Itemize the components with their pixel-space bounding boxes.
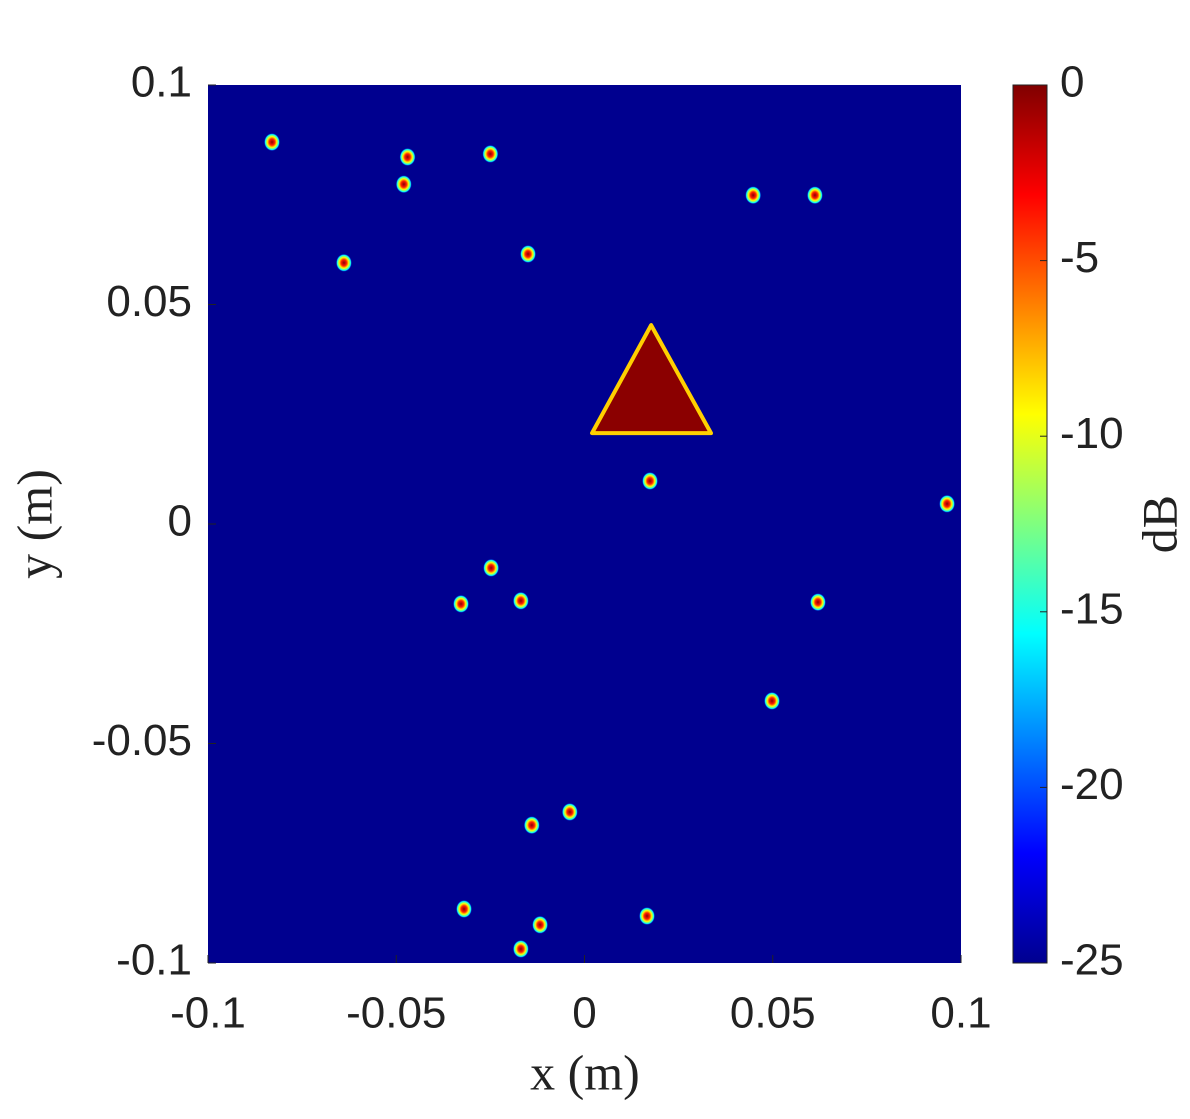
y-tick-label: -0.1	[116, 936, 192, 985]
colorbar-tick-label: -20	[1060, 760, 1124, 809]
plot-background	[208, 85, 961, 963]
colorbar-tick-label: -10	[1060, 409, 1124, 458]
point	[483, 558, 500, 577]
colorbar	[1012, 84, 1048, 964]
x-tick-label: 0	[572, 989, 596, 1038]
x-tick-label: -0.05	[346, 989, 446, 1038]
point	[532, 915, 549, 934]
point	[642, 471, 659, 490]
point	[395, 175, 412, 194]
point	[806, 186, 823, 205]
point	[512, 591, 529, 610]
region	[590, 323, 714, 436]
colorbar-tick-label: -5	[1060, 233, 1099, 282]
y-tick-label: -0.05	[92, 716, 192, 765]
point	[264, 133, 281, 152]
y-axis-label: y (m)	[6, 469, 62, 579]
point	[335, 253, 352, 272]
point	[745, 186, 762, 205]
point	[399, 147, 416, 166]
point	[482, 144, 499, 163]
colorbar-tick-label: 0	[1060, 58, 1084, 107]
point	[939, 494, 956, 513]
x-axis-label: x (m)	[530, 1044, 640, 1100]
colorbar-tick-label: -15	[1060, 584, 1124, 633]
y-tick-label: 0	[168, 497, 192, 546]
colorbar-tick-label: -25	[1060, 936, 1124, 985]
x-tick-label: 0.05	[730, 989, 816, 1038]
y-tick-label: 0.1	[131, 58, 192, 107]
point	[763, 691, 780, 710]
colorbar-label: dB	[1131, 495, 1187, 553]
point	[512, 939, 529, 958]
y-tick-label: 0.05	[106, 277, 192, 326]
point	[809, 593, 826, 612]
point	[523, 816, 540, 835]
point	[520, 245, 537, 264]
x-tick-label: -0.1	[170, 989, 246, 1038]
point	[638, 907, 655, 926]
point	[561, 802, 578, 821]
x-tick-label: 0.1	[930, 989, 991, 1038]
point	[453, 594, 470, 613]
point	[456, 900, 473, 919]
